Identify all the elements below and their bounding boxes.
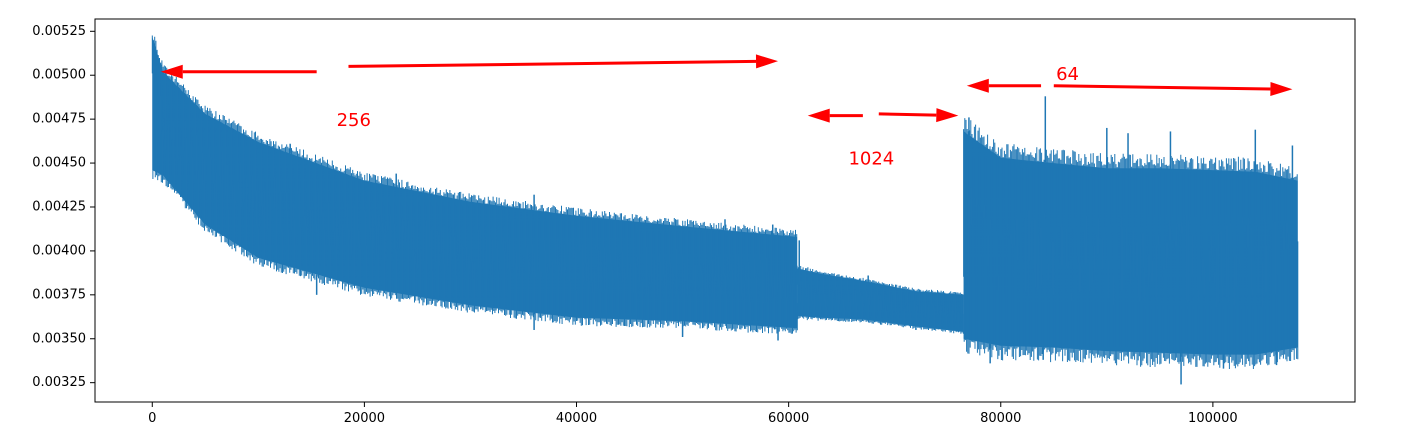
- y-tick-label: 0.00425: [32, 199, 86, 214]
- y-tick-label: 0.00525: [32, 24, 86, 39]
- x-tick-label: 60000: [768, 411, 809, 426]
- series-layer: [151, 35, 1299, 385]
- y-tick-label: 0.00325: [32, 375, 86, 390]
- x-tick-label: 100000: [1188, 411, 1238, 426]
- annotation-256: 256: [160, 54, 779, 131]
- y-tick-label: 0.00450: [32, 156, 86, 171]
- x-tick-label: 80000: [980, 411, 1021, 426]
- annotation-arrow-shaft: [878, 112, 937, 117]
- series-noise: [963, 118, 1299, 369]
- annotation-1024: 1024: [807, 108, 959, 170]
- x-tick-label: 0: [148, 411, 156, 426]
- annotation-arrow-head: [755, 54, 779, 69]
- annotation-arrow-head: [160, 64, 183, 79]
- annotation-arrow-shaft: [348, 59, 757, 68]
- plot-frame: [94, 18, 1356, 403]
- y-tick-label: 0.00500: [32, 68, 86, 83]
- y-axis: 0.00325 0.00350 0.00375 0.00400 0.00425 0.004…: [32, 24, 95, 390]
- annotation-arrow-head: [966, 78, 989, 93]
- annotation-arrow-head: [1270, 81, 1293, 96]
- annotation-layer: 256 1024 64: [160, 54, 1293, 170]
- annotation-arrow-head: [807, 108, 830, 123]
- series-noise: [151, 35, 798, 334]
- annotation-label: 256: [337, 110, 371, 131]
- annotation-64: 64: [966, 64, 1293, 96]
- series-0: [151, 35, 1299, 385]
- series-segment-0: [151, 35, 798, 341]
- x-axis: 0 20000 40000 60000 80000 100000: [148, 402, 1238, 426]
- y-tick-label: 0.00350: [32, 331, 86, 346]
- y-tick-label: 0.00375: [32, 287, 86, 302]
- annotation-arrow-shaft: [1053, 84, 1271, 91]
- series-segment-1: [796, 240, 964, 334]
- annotation-label: 64: [1056, 64, 1079, 85]
- x-tick-label: 40000: [556, 411, 597, 426]
- y-tick-label: 0.00400: [32, 243, 86, 258]
- y-tick-label: 0.00475: [32, 112, 86, 127]
- annotation-label: 1024: [848, 149, 894, 170]
- x-tick-label: 20000: [344, 411, 385, 426]
- series-noise: [796, 265, 964, 334]
- annotation-arrow-head: [936, 108, 959, 123]
- series-segment-2: [963, 96, 1299, 385]
